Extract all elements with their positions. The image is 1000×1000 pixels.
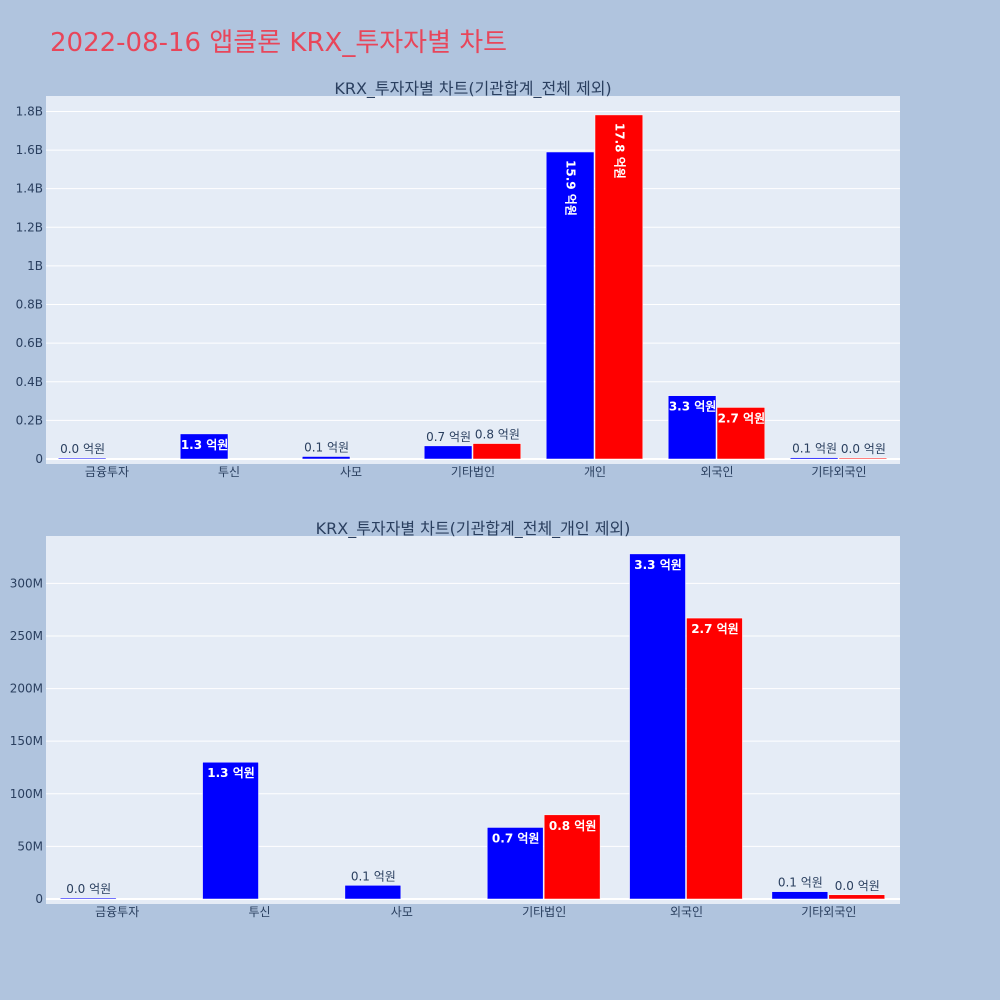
chart-1-bar (686, 617, 743, 900)
chart-0-bar (423, 445, 473, 460)
chart-1-bar (59, 897, 117, 900)
chart-0-bar-label: 0.7 억원 (426, 430, 471, 444)
chart-1-xtick-label: 투신 (248, 905, 270, 919)
chart-1-bar (828, 894, 886, 900)
chart-0-bar-label: 0.1 억원 (792, 442, 837, 456)
chart-0-ytick-label: 0.8B (16, 298, 43, 312)
chart-0-bar (179, 433, 229, 460)
chart-1-ytick-label: 100M (10, 787, 43, 801)
chart-1-bar-label: 0.0 억원 (66, 882, 111, 896)
chart-1-bar (771, 891, 829, 900)
chart-1-bar-label: 3.3 억원 (634, 558, 682, 572)
chart-1-bar-label: 0.1 억원 (351, 869, 396, 883)
chart-1-xtick-label: 금융투자 (95, 905, 139, 919)
chart-1-bar (344, 885, 402, 900)
chart-0-bar-label: 2.7 억원 (718, 411, 766, 425)
chart-1-bar-label: 0.7 억원 (492, 831, 540, 845)
chart-0-ytick-label: 0.4B (16, 375, 43, 389)
chart-1-xtick-label: 기타외국인 (801, 905, 856, 919)
chart-0-xtick-label: 기타외국인 (811, 465, 866, 479)
chart-0-bar (667, 395, 717, 460)
chart-0-bar (789, 457, 839, 460)
chart-0-plot-area (46, 96, 900, 464)
chart-0-bar-label: 15.9 억원 (564, 160, 578, 216)
chart-1-ytick-label: 300M (10, 576, 43, 590)
chart-0-bar-label: 1.3 억원 (181, 438, 229, 452)
chart-0-ytick-label: 1.4B (16, 182, 43, 196)
chart-0-ytick-label: 0 (35, 452, 43, 466)
chart-0-ytick-label: 1.2B (16, 220, 43, 234)
chart-0-ytick-label: 1.8B (16, 104, 43, 118)
chart-1-bar-label: 2.7 억원 (691, 622, 739, 636)
chart-1-ytick-label: 200M (10, 682, 43, 696)
chart-1-xtick-label: 외국인 (670, 905, 703, 919)
chart-0-bar-label: 0.1 억원 (304, 440, 349, 454)
chart-0-xtick-label: 금융투자 (85, 465, 129, 479)
chart-0-xtick-label: 투신 (218, 465, 240, 479)
chart-0-ytick-label: 1B (27, 259, 43, 273)
chart-0-bar-label: 0.8 억원 (475, 428, 520, 442)
chart-1-xtick-label: 기타법인 (522, 905, 566, 919)
chart-1-bar (543, 814, 601, 900)
chart-0-bar (838, 457, 888, 460)
chart-1-bar-label: 0.1 억원 (778, 876, 823, 890)
chart-1-xtick-label: 사모 (391, 905, 413, 919)
chart-0-bar (301, 456, 351, 460)
chart-0-bar (472, 443, 522, 460)
chart-0-bar (716, 407, 766, 460)
chart-1-bar (202, 761, 259, 900)
chart-0-ytick-label: 1.6B (16, 143, 43, 157)
chart-1-bar (486, 827, 544, 900)
chart-0-bar (545, 151, 595, 460)
chart-0-xtick-label: 기타법인 (451, 465, 495, 479)
chart-0-ytick-label: 0.6B (16, 336, 43, 350)
chart-0-bar-label: 0.0 억원 (841, 442, 886, 456)
chart-1-bar (629, 553, 686, 900)
page-title: 2022-08-16 앱클론 KRX_투자자별 차트 (50, 28, 508, 58)
chart-1-bar-label: 0.8 억원 (549, 819, 597, 833)
chart-1-title: KRX_투자자별 차트(기관합계_전체_개인 제외) (316, 519, 631, 539)
chart-1-ytick-label: 50M (17, 839, 43, 853)
chart-1-ytick-label: 150M (10, 734, 43, 748)
chart-0-bar (57, 457, 107, 460)
chart-0-xtick-label: 개인 (584, 465, 606, 479)
chart-1-ytick-label: 0 (35, 892, 43, 906)
chart-0-bar (594, 114, 644, 460)
chart-1-plot-area (46, 536, 900, 904)
chart-0-bar-label: 17.8 억원 (612, 123, 626, 179)
chart-1-bar-label: 0.0 억원 (835, 879, 880, 893)
chart-0-xtick-label: 외국인 (700, 465, 733, 479)
chart-0-xtick-label: 사모 (340, 465, 362, 479)
chart-0-ytick-label: 0.2B (16, 413, 43, 427)
chart-0-title: KRX_투자자별 차트(기관합계_전체 제외) (334, 79, 611, 99)
chart-0-bar-label: 0.0 억원 (60, 442, 105, 456)
chart-0-bar-label: 3.3 억원 (669, 400, 717, 414)
chart-1-bar-label: 1.3 억원 (207, 766, 255, 780)
chart-1-ytick-label: 250M (10, 629, 43, 643)
